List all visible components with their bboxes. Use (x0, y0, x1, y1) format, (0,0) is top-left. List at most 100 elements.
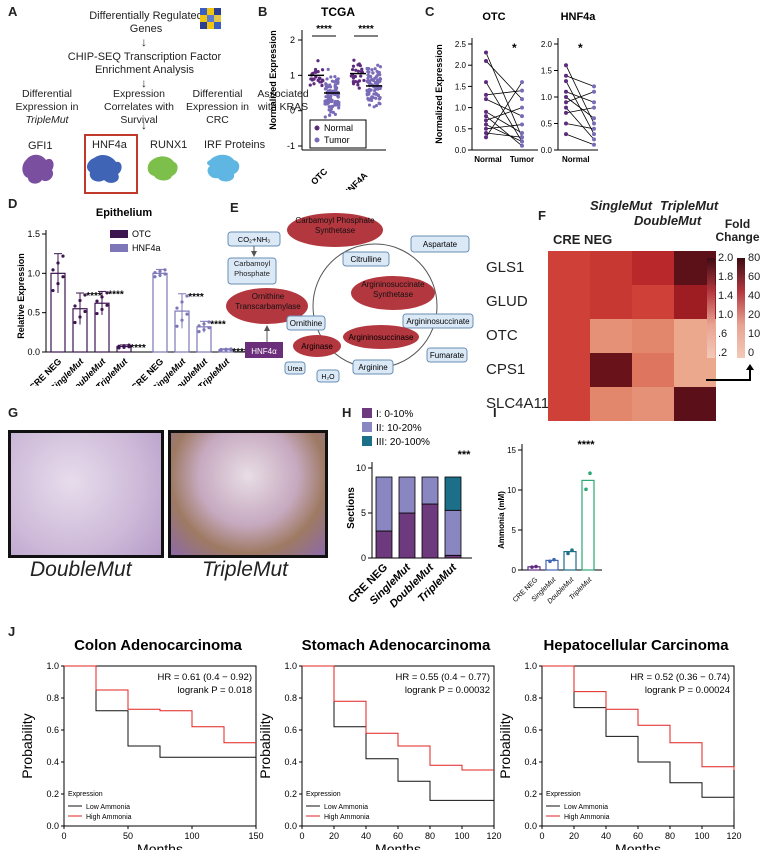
b-dot (329, 107, 333, 111)
b-dot (328, 113, 332, 117)
d-legend-otc-swatch (110, 230, 128, 238)
cp-node (227, 257, 277, 285)
km-title: Hepatocellular Carcinoma (543, 637, 729, 654)
km-ytick-label: 0.0 (284, 821, 297, 831)
a-protein-gfi1: GFI1 (28, 140, 53, 152)
b-dot (321, 79, 325, 83)
b-dot (309, 77, 313, 81)
km-ytick-label: 0.4 (284, 757, 297, 767)
km-xtick-label: 80 (425, 831, 435, 841)
c-otc-pair (485, 115, 523, 147)
f-scale-right-tick: 20 (748, 309, 761, 321)
b-dot (335, 103, 339, 107)
b-dot (373, 88, 377, 93)
h-bar-segment (375, 476, 393, 532)
c-ytick-label-right: 0.0 (541, 146, 553, 155)
b-title: TCGA (321, 5, 355, 19)
c-otc-normal (484, 97, 488, 102)
km-xtick-label: 120 (486, 831, 501, 841)
b-xtick-otc: OTC (309, 166, 330, 187)
ass-label: Argininosuccinate Synthetase (361, 280, 425, 299)
b-dot (378, 86, 382, 90)
km-title: Colon Adenocarcinoma (74, 637, 242, 654)
b-dot (320, 68, 325, 72)
d-point (197, 330, 201, 334)
c-title-otc: OTC (482, 11, 505, 23)
b-dot (312, 82, 316, 86)
c-otc-tumor (520, 135, 524, 140)
c-hnf4a-normal (564, 100, 568, 105)
f-heatmap-cell (632, 285, 674, 319)
d-ytick-label: 1.5 (27, 229, 40, 239)
h-legend-swatch-2 (362, 422, 372, 432)
b-dot (374, 103, 379, 108)
b-dot (373, 67, 377, 71)
c-ytick-label-right: 1.0 (541, 93, 553, 102)
c-otc-normal (484, 109, 488, 114)
a-protein-irf: IRF Proteins (204, 139, 266, 151)
d-point (78, 315, 82, 319)
km-legend-title: Expression (546, 791, 581, 798)
d-point (153, 275, 157, 279)
c-ytick-label: 2.5 (455, 40, 467, 49)
fumarate-label: Fumarate (430, 351, 465, 360)
i-bar (527, 566, 541, 571)
km-curve-low (542, 665, 735, 810)
f-heatmap-cell (590, 353, 632, 387)
f-heatmap-cell (590, 251, 632, 285)
c-otc-pair (485, 60, 523, 100)
km-ytick-label: 1.0 (46, 661, 59, 671)
heatmap-thumbnail-icon (200, 8, 222, 30)
km-curve-high (542, 665, 735, 770)
d-point (56, 261, 60, 265)
km-plot-1: Colon Adenocarcinoma 1.0 0.8 0.6 0.4 0.2 0.00 5… (20, 637, 264, 850)
f-heatmap-cell (548, 251, 590, 285)
h-ytick-label: 5 (361, 508, 366, 518)
b-dot (374, 96, 378, 100)
i-point (566, 551, 570, 556)
b-dot (324, 95, 328, 99)
km-ytick-label: 1.0 (284, 661, 297, 671)
f-scale-left-tick: .6 (718, 328, 728, 340)
km-ytick-label: 0.2 (524, 789, 537, 799)
panel-letter-e: E (230, 200, 239, 215)
b-sig-hnf4a: **** (358, 24, 374, 35)
b-dot (351, 67, 355, 72)
c-hnf4a-tumor (592, 137, 596, 142)
f-scale-right-tick: 60 (748, 271, 761, 283)
d-point (127, 343, 131, 347)
d-point (61, 275, 65, 279)
d-sig: **** (232, 347, 248, 358)
cps-node (287, 213, 383, 247)
c-hnf4a-pair (565, 96, 595, 119)
c-otc-normal (484, 80, 488, 85)
km-ytick-label: 0.6 (46, 725, 59, 735)
panel-letter-b: B (258, 4, 268, 19)
km-xtick-label: 50 (123, 831, 133, 841)
d-point (202, 322, 206, 326)
b-dot (317, 76, 321, 80)
i-point (588, 471, 592, 476)
c-title-hnf4a: HNF4a (561, 11, 597, 23)
d-point (56, 282, 60, 286)
b-dot (327, 105, 331, 109)
f-scale-left-tick: .2 (718, 347, 728, 359)
f-heatmap-cell (548, 319, 590, 353)
d-point (117, 344, 121, 348)
km-xtick-label: 120 (726, 831, 741, 841)
b-dot (325, 77, 329, 81)
d-point (224, 347, 228, 351)
c-otc-normal (484, 58, 488, 63)
km-legend-low: Low Ammonia (564, 804, 608, 811)
f-heatmap-cell (632, 251, 674, 285)
histology-image-doublemut (8, 430, 164, 558)
c-hnf4a-normal (564, 110, 568, 115)
c-otc-pair (485, 107, 523, 121)
d-point (83, 293, 87, 297)
c-otc-tumor (520, 114, 524, 119)
km-xtick-label: 20 (329, 831, 339, 841)
d-point (51, 288, 55, 293)
c-hnf4a-pair (565, 107, 595, 114)
b-dot (352, 58, 356, 62)
c-ytick-label-right: 1.5 (541, 67, 553, 76)
